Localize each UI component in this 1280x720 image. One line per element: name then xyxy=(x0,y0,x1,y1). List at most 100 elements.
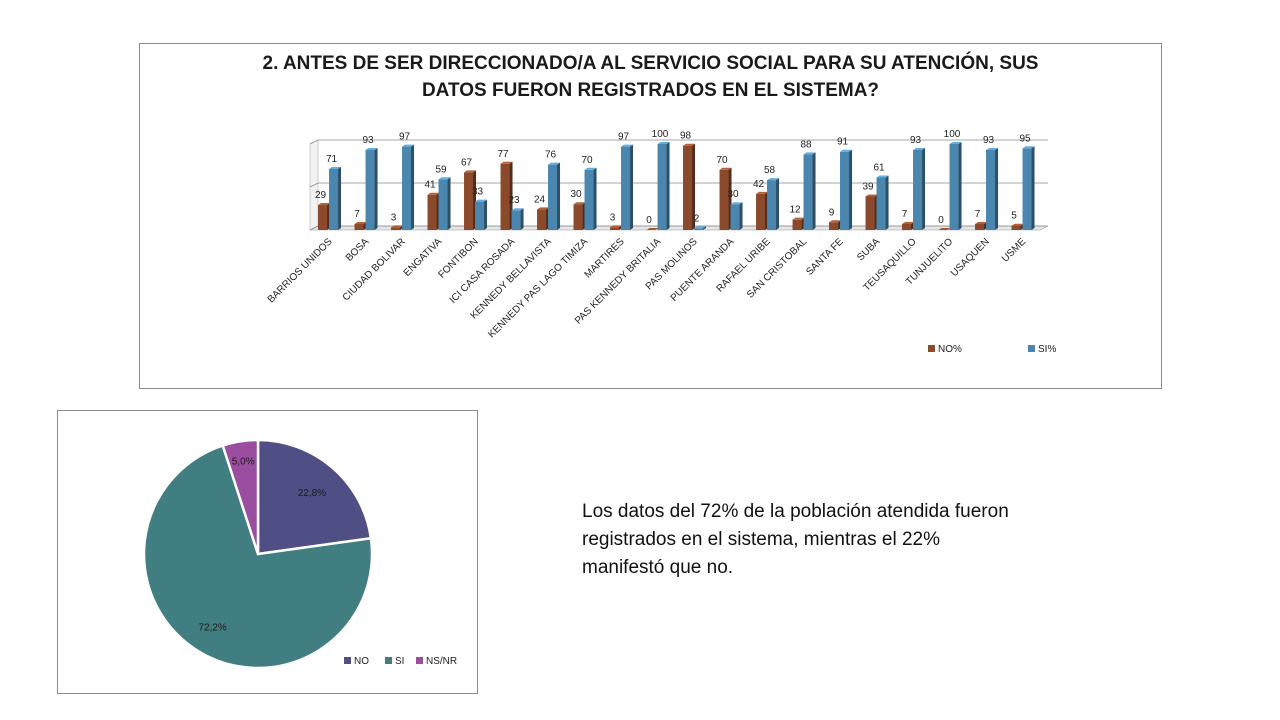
label-no-martires: 3 xyxy=(610,212,616,223)
bar-si-teusaquillo xyxy=(913,148,926,230)
label-no-pas-kennedy-britalia: 0 xyxy=(646,215,652,226)
label-no-ici-casa-rosada: 77 xyxy=(497,149,509,160)
label-no-engativa: 41 xyxy=(424,180,436,191)
category-label-suba: SUBA xyxy=(855,236,882,263)
pie-chart-frame: 22,8% 72,2% 5,0% NO SI NS/NR xyxy=(57,410,478,694)
legend-no-swatch xyxy=(928,345,935,352)
label-si-martires: 97 xyxy=(618,132,630,143)
label-no-teusaquillo: 7 xyxy=(902,209,908,220)
label-si-rafael-uribe: 58 xyxy=(764,165,776,176)
label-no-bosa: 7 xyxy=(354,209,360,220)
bar-si-santa-fe xyxy=(840,149,853,230)
bar-si-rafael-uribe xyxy=(767,178,780,230)
label-no-tunjuelito: 0 xyxy=(938,215,944,226)
bar-si-kennedy-pas-lago-timiza xyxy=(584,167,597,230)
category-label-ici-casa-rosada: ICI CASA ROSADA xyxy=(448,236,518,306)
label-no-suba: 39 xyxy=(862,181,874,192)
bar-no-usaquen xyxy=(975,221,988,230)
pie-legend-label-ns-nr: NS/NR xyxy=(426,656,457,667)
label-si-ici-casa-rosada: 23 xyxy=(508,195,520,206)
bar-no-bosa xyxy=(354,221,367,230)
bar-si-usaquen xyxy=(986,148,999,230)
label-si-usaquen: 93 xyxy=(983,135,995,146)
legend-si-label: SI% xyxy=(1038,344,1056,355)
label-no-barrios-unidos: 29 xyxy=(315,190,327,201)
label-si-engativa: 59 xyxy=(435,164,447,175)
bar-si-ciudad-bolivar xyxy=(402,144,415,230)
bar-si-pas-kennedy-britalia xyxy=(657,142,670,230)
bar-no-kennedy-bellavista xyxy=(537,207,550,230)
label-no-santa-fe: 9 xyxy=(829,207,835,218)
bar-no-pas-kennedy-britalia xyxy=(646,228,659,230)
bar-chart-title-line-2: DATOS FUERON REGISTRADOS EN EL SISTEMA? xyxy=(421,80,880,101)
category-label-bosa: BOSA xyxy=(344,236,372,264)
bar-no-pas-molinos xyxy=(683,143,696,230)
category-label-santa-fe: SANTA FE xyxy=(804,236,846,278)
label-si-kennedy-bellavista: 76 xyxy=(545,150,557,161)
category-label-ciudad-bolivar: CIUDAD BOLIVAR xyxy=(341,236,408,303)
bar-si-ici-casa-rosada xyxy=(511,208,524,230)
bar-si-kennedy-bellavista xyxy=(548,162,561,230)
bar-no-barrios-unidos xyxy=(318,203,331,230)
label-si-pas-molinos: 2 xyxy=(694,213,700,224)
label-si-suba: 61 xyxy=(873,163,885,174)
pie-legend-swatch-ns-nr xyxy=(416,657,423,664)
pie-legend-swatch-no xyxy=(344,657,351,664)
label-si-tunjuelito: 100 xyxy=(944,129,961,140)
pie-legend-label-si: SI xyxy=(395,656,404,667)
pie-legend-swatch-si xyxy=(385,657,392,664)
pie-legend-label-no: NO xyxy=(354,656,369,667)
summary-line-1: Los datos del 72% de la población atendi… xyxy=(582,501,1009,522)
pie-slice-no xyxy=(256,438,373,556)
bar-chart-title-line-1: 2. ANTES DE SER DIRECCIONADO/A AL SERVIC… xyxy=(262,53,1039,74)
label-no-puente-aranda: 70 xyxy=(716,155,728,166)
label-si-puente-aranda: 30 xyxy=(727,189,739,200)
label-si-barrios-unidos: 71 xyxy=(326,154,338,165)
bar-si-usme xyxy=(1022,146,1035,230)
bar-no-kennedy-pas-lago-timiza xyxy=(573,202,586,230)
bar-si-pas-molinos xyxy=(694,226,707,230)
bar-si-san-cristobal xyxy=(803,152,816,230)
legend-si-swatch xyxy=(1028,345,1035,352)
label-si-ciudad-bolivar: 97 xyxy=(399,132,411,143)
label-no-ciudad-bolivar: 3 xyxy=(391,212,397,223)
bar-si-barrios-unidos xyxy=(329,166,342,230)
bar-no-tunjuelito xyxy=(938,228,951,230)
label-no-kennedy-pas-lago-timiza: 30 xyxy=(570,189,582,200)
pie-label-ns-nr: 5,0% xyxy=(232,457,255,468)
label-si-fontibon: 33 xyxy=(472,187,484,198)
label-si-santa-fe: 91 xyxy=(837,137,849,148)
label-no-usme: 5 xyxy=(1011,211,1017,222)
label-si-san-cristobal: 88 xyxy=(800,139,812,150)
bar-si-puente-aranda xyxy=(730,202,743,230)
pie-slice-ns-nr xyxy=(221,438,260,555)
bar-si-martires xyxy=(621,144,634,230)
pie-chart: 22,8% 72,2% 5,0% NO SI NS/NR xyxy=(142,438,457,670)
category-label-puente-aranda: PUENTE ARANDA xyxy=(669,236,737,304)
summary-line-2: registrados en el sistema, mientras el 2… xyxy=(582,529,940,550)
gridline xyxy=(309,182,1048,188)
label-no-pas-molinos: 98 xyxy=(680,131,692,142)
bar-no-teusaquillo xyxy=(902,221,915,230)
label-no-san-cristobal: 12 xyxy=(789,205,801,216)
bar-no-engativa xyxy=(427,192,440,230)
label-si-kennedy-pas-lago-timiza: 70 xyxy=(581,155,593,166)
label-no-usaquen: 7 xyxy=(975,209,981,220)
bar-no-suba xyxy=(865,194,878,230)
label-si-pas-kennedy-britalia: 100 xyxy=(652,129,669,140)
bar-si-bosa xyxy=(365,148,378,230)
summary-line-3: manifestó que no. xyxy=(582,557,734,578)
gridline xyxy=(309,139,1048,145)
legend-no-label: NO% xyxy=(938,344,962,355)
bar-chart-frame: 2. ANTES DE SER DIRECCIONADO/A AL SERVIC… xyxy=(139,43,1162,389)
category-label-usme: USME xyxy=(1000,236,1028,264)
label-si-usme: 95 xyxy=(1019,133,1031,144)
pie-label-no: 22,8% xyxy=(298,488,326,499)
bar-no-santa-fe xyxy=(829,220,842,230)
summary-text: Los datos del 72% de la población atendi… xyxy=(582,498,1102,582)
bar-no-san-cristobal xyxy=(792,217,805,230)
category-label-usaquen: USAQUEN xyxy=(949,236,992,279)
label-si-bosa: 93 xyxy=(362,135,374,146)
pie-slice-si xyxy=(142,444,374,670)
bar-si-fontibon xyxy=(475,199,488,230)
